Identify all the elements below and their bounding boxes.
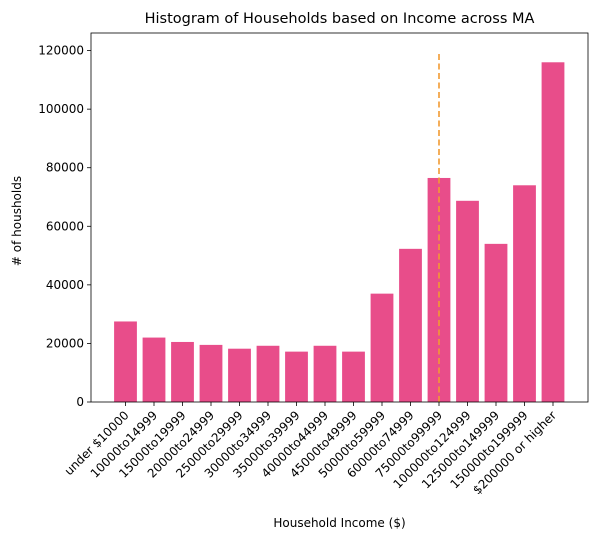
bar — [228, 348, 251, 402]
y-tick-label: 60000 — [46, 219, 84, 233]
y-tick-label: 0 — [76, 395, 84, 409]
bar — [427, 177, 451, 402]
y-tick-label: 20000 — [46, 336, 84, 350]
bar — [370, 293, 394, 402]
bar — [342, 351, 365, 402]
bar — [541, 62, 565, 403]
bar — [171, 341, 194, 402]
bar-group — [114, 62, 565, 403]
bar — [285, 351, 308, 402]
x-axis-ticks: under $1000010000to1499915000to199992000… — [62, 402, 559, 497]
chart-title: Histogram of Households based on Income … — [145, 11, 535, 27]
y-tick-label: 120000 — [38, 44, 84, 58]
bar — [142, 337, 166, 402]
y-tick-label: 40000 — [46, 278, 84, 292]
bar — [513, 185, 536, 402]
bar — [114, 321, 137, 402]
y-axis-label: # of housholds — [10, 176, 24, 266]
bar — [456, 200, 479, 402]
y-tick-label: 100000 — [38, 102, 84, 116]
bar — [199, 344, 223, 402]
bar — [399, 248, 422, 402]
plot-frame — [90, 32, 589, 403]
bar — [256, 345, 280, 402]
bar — [313, 345, 337, 402]
y-axis-ticks: 0 20000 40000 60000 80000 100000 120000 — [38, 44, 91, 409]
y-tick-label: 80000 — [46, 161, 84, 175]
bar — [484, 243, 508, 402]
x-axis-label: Household Income ($) — [273, 516, 405, 530]
